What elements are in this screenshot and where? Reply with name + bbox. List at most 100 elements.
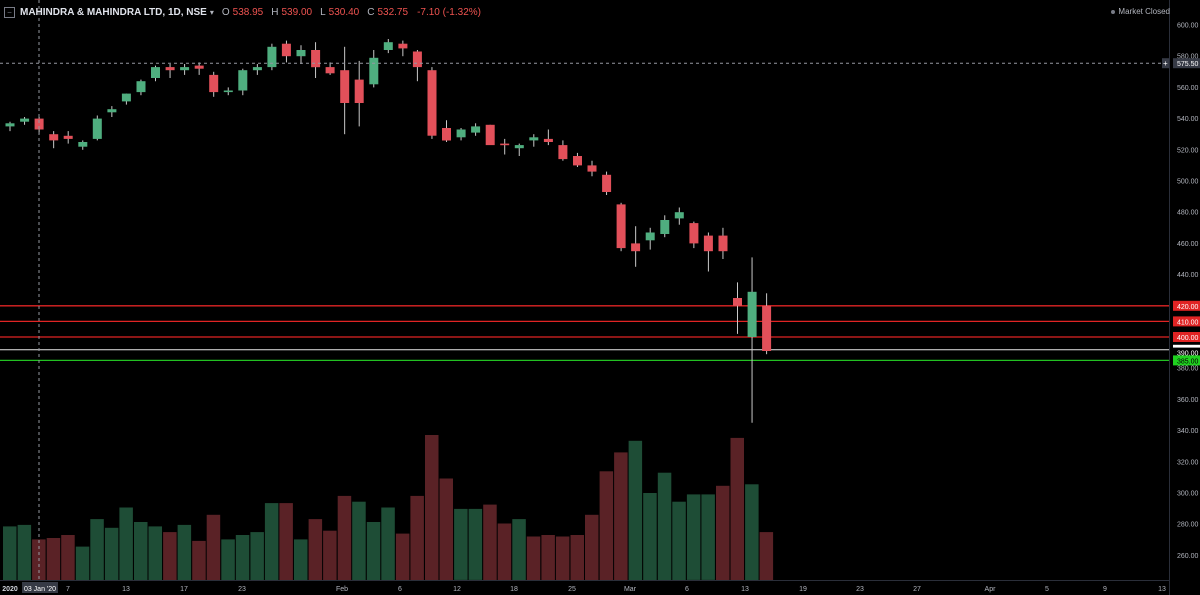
volume-bar bbox=[221, 539, 235, 580]
volume-bar bbox=[657, 472, 672, 580]
candle bbox=[107, 106, 117, 117]
candle bbox=[645, 227, 655, 250]
candle bbox=[762, 293, 772, 355]
candle-body bbox=[456, 129, 466, 138]
close-label: C bbox=[367, 6, 375, 18]
price-tick-label: 260.00 bbox=[1177, 553, 1199, 560]
candle bbox=[5, 121, 15, 132]
volume-bar bbox=[192, 540, 206, 581]
candle-body bbox=[20, 118, 30, 122]
volume-bar bbox=[308, 519, 323, 580]
candle-body bbox=[427, 70, 437, 136]
price-tick-label: 340.00 bbox=[1177, 428, 1199, 435]
candle-body bbox=[369, 57, 379, 85]
time-tick-label: 27 bbox=[913, 586, 921, 593]
time-tick-label: 25 bbox=[568, 586, 576, 593]
candle bbox=[92, 115, 102, 141]
candle-body bbox=[340, 70, 350, 103]
time-tick-label: 12 bbox=[453, 586, 461, 593]
candle bbox=[383, 39, 393, 54]
volume-bar bbox=[206, 514, 221, 581]
crosshair-plus-icon[interactable] bbox=[1162, 58, 1169, 69]
time-tick-label: Mar bbox=[624, 586, 637, 593]
price-tick-label: 580.00 bbox=[1177, 54, 1199, 61]
volume-bar bbox=[686, 494, 701, 580]
candle-body bbox=[107, 109, 117, 113]
change-value: -7.10 (-1.32%) bbox=[417, 6, 481, 18]
volume-bar bbox=[483, 504, 497, 580]
time-tick-label: 9 bbox=[1103, 586, 1107, 593]
volume-bar bbox=[410, 495, 424, 580]
candle bbox=[78, 140, 88, 150]
price-tick-label: 560.00 bbox=[1177, 85, 1199, 92]
volume-bar bbox=[570, 535, 584, 580]
candle bbox=[427, 67, 437, 139]
candle-body bbox=[645, 232, 655, 241]
candle-body bbox=[180, 67, 190, 71]
candle bbox=[63, 131, 73, 144]
candle-body bbox=[616, 204, 626, 249]
chevron-down-icon[interactable]: ▾ bbox=[209, 7, 214, 17]
candle-body bbox=[689, 223, 699, 244]
candle-body bbox=[136, 81, 146, 93]
collapse-icon[interactable]: − bbox=[4, 6, 15, 18]
price-tick-label: 380.00 bbox=[1177, 366, 1199, 373]
horizontal-levels[interactable] bbox=[0, 305, 1170, 362]
candle-body bbox=[587, 165, 597, 172]
symbol-title[interactable]: MAHINDRA & MAHINDRA LTD, 1D, NSE bbox=[20, 6, 207, 18]
candle bbox=[747, 257, 757, 423]
volume-bar bbox=[730, 437, 744, 580]
volume-bar bbox=[134, 522, 148, 580]
candle bbox=[631, 226, 641, 267]
candle bbox=[49, 131, 59, 149]
candle bbox=[485, 124, 495, 146]
volume-bar bbox=[395, 533, 410, 580]
time-tick-label: 23 bbox=[238, 586, 246, 593]
volume-bar bbox=[148, 526, 162, 580]
candle-body bbox=[631, 243, 641, 252]
candle bbox=[165, 64, 175, 78]
crosshair-date-label-box bbox=[22, 582, 58, 593]
volume-bar bbox=[628, 440, 643, 580]
open-label: O bbox=[221, 6, 230, 18]
candle bbox=[267, 43, 277, 71]
candle-body bbox=[252, 67, 262, 71]
candle bbox=[442, 120, 451, 142]
market-status-text: Market Closed bbox=[1118, 7, 1170, 16]
candle-body bbox=[354, 79, 364, 103]
close-value: 532.75 bbox=[377, 6, 409, 18]
candle bbox=[252, 64, 262, 75]
candle bbox=[718, 227, 728, 259]
candle-body bbox=[223, 90, 233, 93]
candle bbox=[616, 202, 626, 252]
high-value: 539.00 bbox=[281, 6, 313, 18]
crosshair-date-label: 03 Jan '20 bbox=[24, 586, 56, 593]
market-status: Market Closed bbox=[1111, 7, 1170, 16]
candle bbox=[369, 50, 379, 88]
candle bbox=[223, 87, 233, 96]
candle-body bbox=[747, 291, 757, 337]
volume-bar bbox=[104, 527, 119, 580]
price-tick-label: 480.00 bbox=[1177, 210, 1199, 217]
candle bbox=[340, 46, 350, 135]
level-label-text: 410.00 bbox=[1177, 319, 1199, 326]
candle-body bbox=[121, 93, 131, 102]
volume-bar bbox=[468, 508, 483, 580]
candle bbox=[587, 160, 597, 177]
candle bbox=[281, 40, 291, 63]
candle-body bbox=[762, 305, 772, 351]
price-tick-label: 600.00 bbox=[1177, 23, 1199, 30]
level-label-text: 420.00 bbox=[1177, 304, 1199, 311]
time-axis[interactable]: 2020 7 13 17 23 Feb 6 12 18 25 Mar 6 13 19 23 27 Apr 5 9 13… bbox=[2, 582, 1166, 593]
candle-body bbox=[383, 42, 393, 50]
candle-body bbox=[5, 123, 15, 127]
candle bbox=[354, 60, 364, 127]
time-tick-label: 2020 bbox=[2, 586, 18, 593]
price-tick-label: 540.00 bbox=[1177, 116, 1199, 123]
time-tick-label: 6 bbox=[398, 586, 402, 593]
volume-bar bbox=[614, 452, 628, 580]
volume-bar bbox=[454, 508, 468, 580]
candle-body bbox=[151, 67, 160, 78]
candle bbox=[514, 143, 524, 156]
